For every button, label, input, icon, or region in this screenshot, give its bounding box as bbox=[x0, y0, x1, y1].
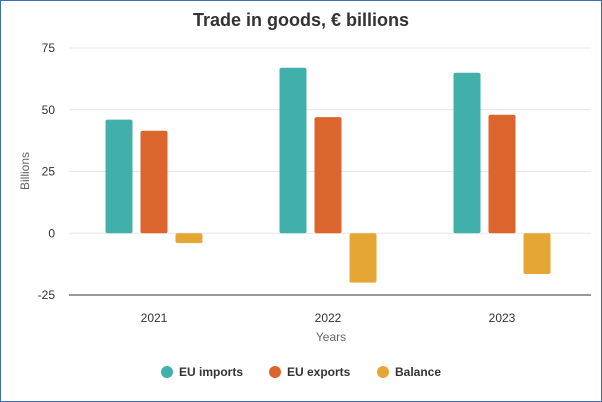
bar-eu-exports-2022[interactable] bbox=[314, 117, 342, 234]
chart-title: Trade in goods, € billions bbox=[193, 10, 409, 30]
x-tick-label: 2022 bbox=[315, 311, 342, 325]
y-tick-label: 75 bbox=[42, 41, 56, 55]
legend-marker bbox=[161, 366, 173, 378]
bar-eu-imports-2023[interactable] bbox=[453, 72, 481, 234]
legend-marker bbox=[377, 366, 389, 378]
x-axis-ticks: 2021 2022 2023 bbox=[141, 311, 516, 325]
x-tick-label: 2023 bbox=[489, 311, 516, 325]
y-tick-label: 50 bbox=[42, 103, 56, 117]
y-axis-ticks: 75 50 25 0 -25 bbox=[38, 41, 56, 302]
legend-item-eu-exports[interactable]: EU exports bbox=[269, 365, 351, 379]
legend-item-eu-imports[interactable]: EU imports bbox=[161, 365, 243, 379]
y-axis-title: Billions bbox=[18, 152, 32, 190]
bar-eu-exports-2023[interactable] bbox=[488, 114, 516, 234]
bar-balance-2022[interactable] bbox=[349, 233, 377, 283]
bar-eu-exports-2021[interactable] bbox=[140, 130, 168, 234]
legend: EU imports EU exports Balance bbox=[161, 365, 441, 379]
legend-marker bbox=[269, 366, 281, 378]
legend-label: EU exports bbox=[287, 365, 351, 379]
bars bbox=[105, 67, 551, 283]
bar-balance-2021[interactable] bbox=[175, 233, 203, 244]
legend-label: Balance bbox=[395, 365, 441, 379]
y-tick-label: -25 bbox=[38, 288, 56, 302]
legend-label: EU imports bbox=[179, 365, 243, 379]
bar-eu-imports-2022[interactable] bbox=[279, 67, 307, 234]
y-tick-label: 0 bbox=[48, 226, 55, 240]
x-tick-label: 2021 bbox=[141, 311, 168, 325]
bar-balance-2023[interactable] bbox=[523, 233, 551, 275]
legend-item-balance[interactable]: Balance bbox=[377, 365, 441, 379]
bar-eu-imports-2021[interactable] bbox=[105, 119, 133, 234]
y-tick-label: 25 bbox=[42, 165, 56, 179]
x-axis-title: Years bbox=[316, 330, 346, 344]
